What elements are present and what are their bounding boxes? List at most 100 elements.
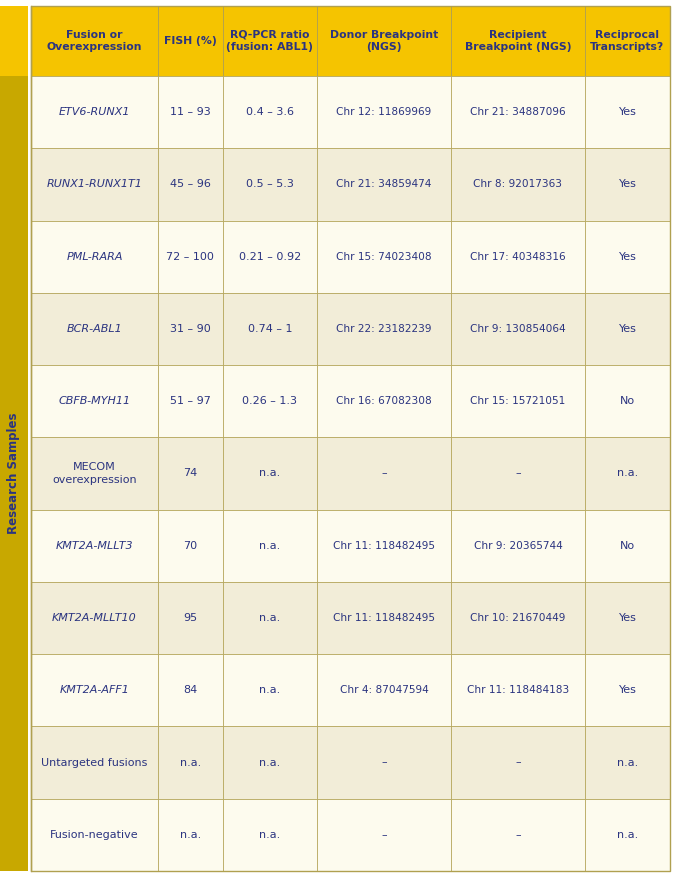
Text: Chr 11: 118482495: Chr 11: 118482495 [333,613,435,623]
Bar [223,365,317,438]
Text: BCR-ABL1: BCR-ABL1 [67,324,123,334]
Bar [31,799,158,871]
Bar [158,365,223,438]
Text: Chr 12: 11869969: Chr 12: 11869969 [336,107,431,118]
Bar [31,726,158,799]
Text: 31 – 90: 31 – 90 [170,324,211,334]
Bar [223,293,317,365]
Text: 0.5 – 5.3: 0.5 – 5.3 [246,180,294,189]
Text: Chr 22: 23182239: Chr 22: 23182239 [336,324,432,334]
Bar [223,76,317,148]
Bar [451,654,585,726]
Bar [31,582,158,654]
Bar [585,726,670,799]
Text: Fusion or
Overexpression: Fusion or Overexpression [47,30,142,53]
Text: n.a.: n.a. [259,830,280,840]
Text: Yes: Yes [619,685,636,695]
Text: n.a.: n.a. [259,468,280,479]
Bar [31,293,158,365]
Bar [451,510,585,582]
Text: –: – [515,830,521,840]
Text: RUNX1-RUNX1T1: RUNX1-RUNX1T1 [47,180,142,189]
Bar [158,148,223,220]
Bar [585,365,670,438]
Bar [31,220,158,293]
Bar [317,148,451,220]
Text: Chr 16: 67082308: Chr 16: 67082308 [336,396,432,406]
Bar [317,438,451,510]
Text: Yes: Yes [619,252,636,261]
Bar [451,582,585,654]
Text: 45 – 96: 45 – 96 [170,180,211,189]
Bar [451,6,585,76]
Bar [451,148,585,220]
Bar [31,510,158,582]
Text: Research Samples: Research Samples [7,413,20,534]
Bar [0,76,28,871]
Bar [585,76,670,148]
Text: 74: 74 [183,468,197,479]
Bar [585,582,670,654]
Bar [317,799,451,871]
Bar [223,6,317,76]
Text: ETV6-RUNX1: ETV6-RUNX1 [59,107,130,118]
Text: –: – [515,468,521,479]
Text: n.a.: n.a. [259,613,280,623]
Bar [158,6,223,76]
Bar [223,438,317,510]
Text: Donor Breakpoint
(NGS): Donor Breakpoint (NGS) [330,30,438,53]
Bar [317,6,451,76]
Text: MECOM
overexpression: MECOM overexpression [52,462,137,485]
Text: n.a.: n.a. [617,830,638,840]
Bar [223,582,317,654]
Bar [158,220,223,293]
Bar [317,220,451,293]
Bar [317,510,451,582]
Text: No: No [620,396,635,406]
Text: 0.74 – 1: 0.74 – 1 [247,324,292,334]
Bar [158,799,223,871]
Text: Chr 10: 21670449: Chr 10: 21670449 [470,613,565,623]
Bar [317,582,451,654]
Text: Chr 21: 34859474: Chr 21: 34859474 [336,180,431,189]
Text: RQ-PCR ratio
(fusion: ABL1): RQ-PCR ratio (fusion: ABL1) [226,30,313,53]
Text: PML-RARA: PML-RARA [66,252,123,261]
Bar [451,293,585,365]
Text: Chr 9: 20365744: Chr 9: 20365744 [474,541,562,551]
Text: Recipient
Breakpoint (NGS): Recipient Breakpoint (NGS) [464,30,571,53]
Bar [451,799,585,871]
Text: 95: 95 [183,613,197,623]
Text: n.a.: n.a. [617,758,638,767]
Text: 11 – 93: 11 – 93 [170,107,211,118]
Bar [223,148,317,220]
Text: 51 – 97: 51 – 97 [170,396,211,406]
Text: –: – [515,758,521,767]
Text: n.a.: n.a. [259,685,280,695]
Text: –: – [381,468,387,479]
Text: 72 – 100: 72 – 100 [166,252,214,261]
Bar [223,654,317,726]
Text: Chr 9: 130854064: Chr 9: 130854064 [470,324,565,334]
Text: Chr 8: 92017363: Chr 8: 92017363 [473,180,562,189]
Text: Chr 11: 118482495: Chr 11: 118482495 [333,541,435,551]
Text: Chr 4: 87047594: Chr 4: 87047594 [340,685,429,695]
Bar [585,799,670,871]
Text: KMT2A-AFF1: KMT2A-AFF1 [59,685,129,695]
Bar [451,365,585,438]
Text: 70: 70 [183,541,197,551]
Text: Yes: Yes [619,324,636,334]
Text: n.a.: n.a. [180,830,201,840]
Bar [31,148,158,220]
Bar [31,6,158,76]
Bar [585,148,670,220]
Bar [31,365,158,438]
Text: –: – [381,758,387,767]
Bar [0,6,28,76]
Bar [317,726,451,799]
Bar [585,6,670,76]
Text: Chr 21: 34887096: Chr 21: 34887096 [470,107,565,118]
Text: Untargeted fusions: Untargeted fusions [41,758,148,767]
Text: n.a.: n.a. [259,541,280,551]
Bar [31,654,158,726]
Text: Reciprocal
Transcripts?: Reciprocal Transcripts? [590,30,665,53]
